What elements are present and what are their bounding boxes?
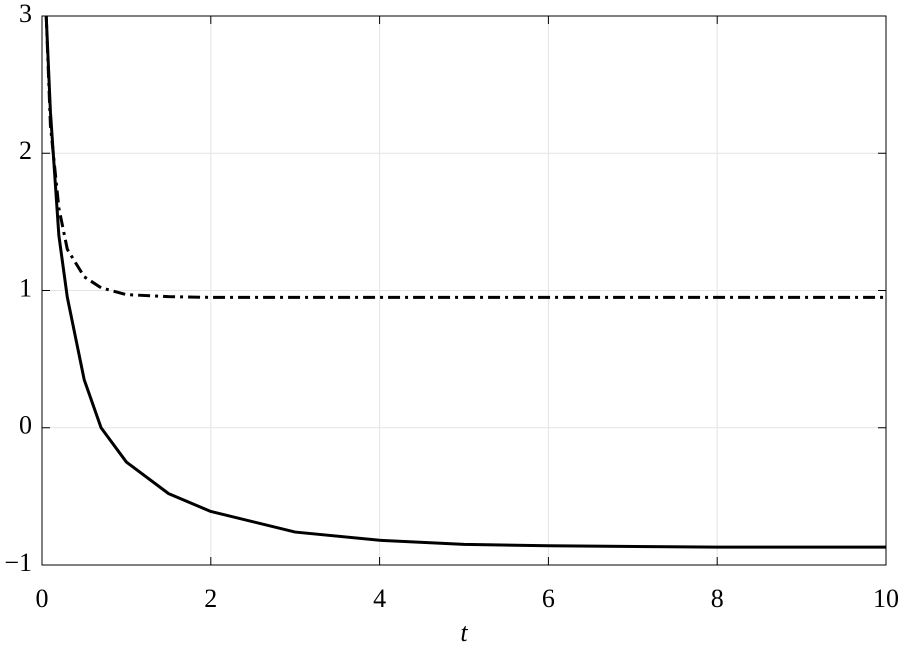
x-tick-label: 0 bbox=[36, 584, 49, 613]
x-tick-label: 6 bbox=[542, 584, 555, 613]
x-tick-label: 4 bbox=[373, 584, 386, 613]
y-tick-label: 3 bbox=[19, 0, 32, 28]
series-line bbox=[44, 16, 886, 299]
y-tick-label: 2 bbox=[19, 136, 32, 165]
x-axis-label: t bbox=[460, 618, 468, 647]
series-line bbox=[44, 16, 886, 549]
y-tick-label: −1 bbox=[4, 548, 32, 577]
lines bbox=[44, 16, 886, 549]
grid bbox=[41, 15, 887, 566]
x-tick-label: 10 bbox=[873, 584, 899, 613]
x-tick-label: 8 bbox=[711, 584, 724, 613]
y-tick-label: 1 bbox=[19, 273, 32, 302]
y-tick-label: 0 bbox=[19, 411, 32, 440]
x-tick-label: 2 bbox=[204, 584, 217, 613]
